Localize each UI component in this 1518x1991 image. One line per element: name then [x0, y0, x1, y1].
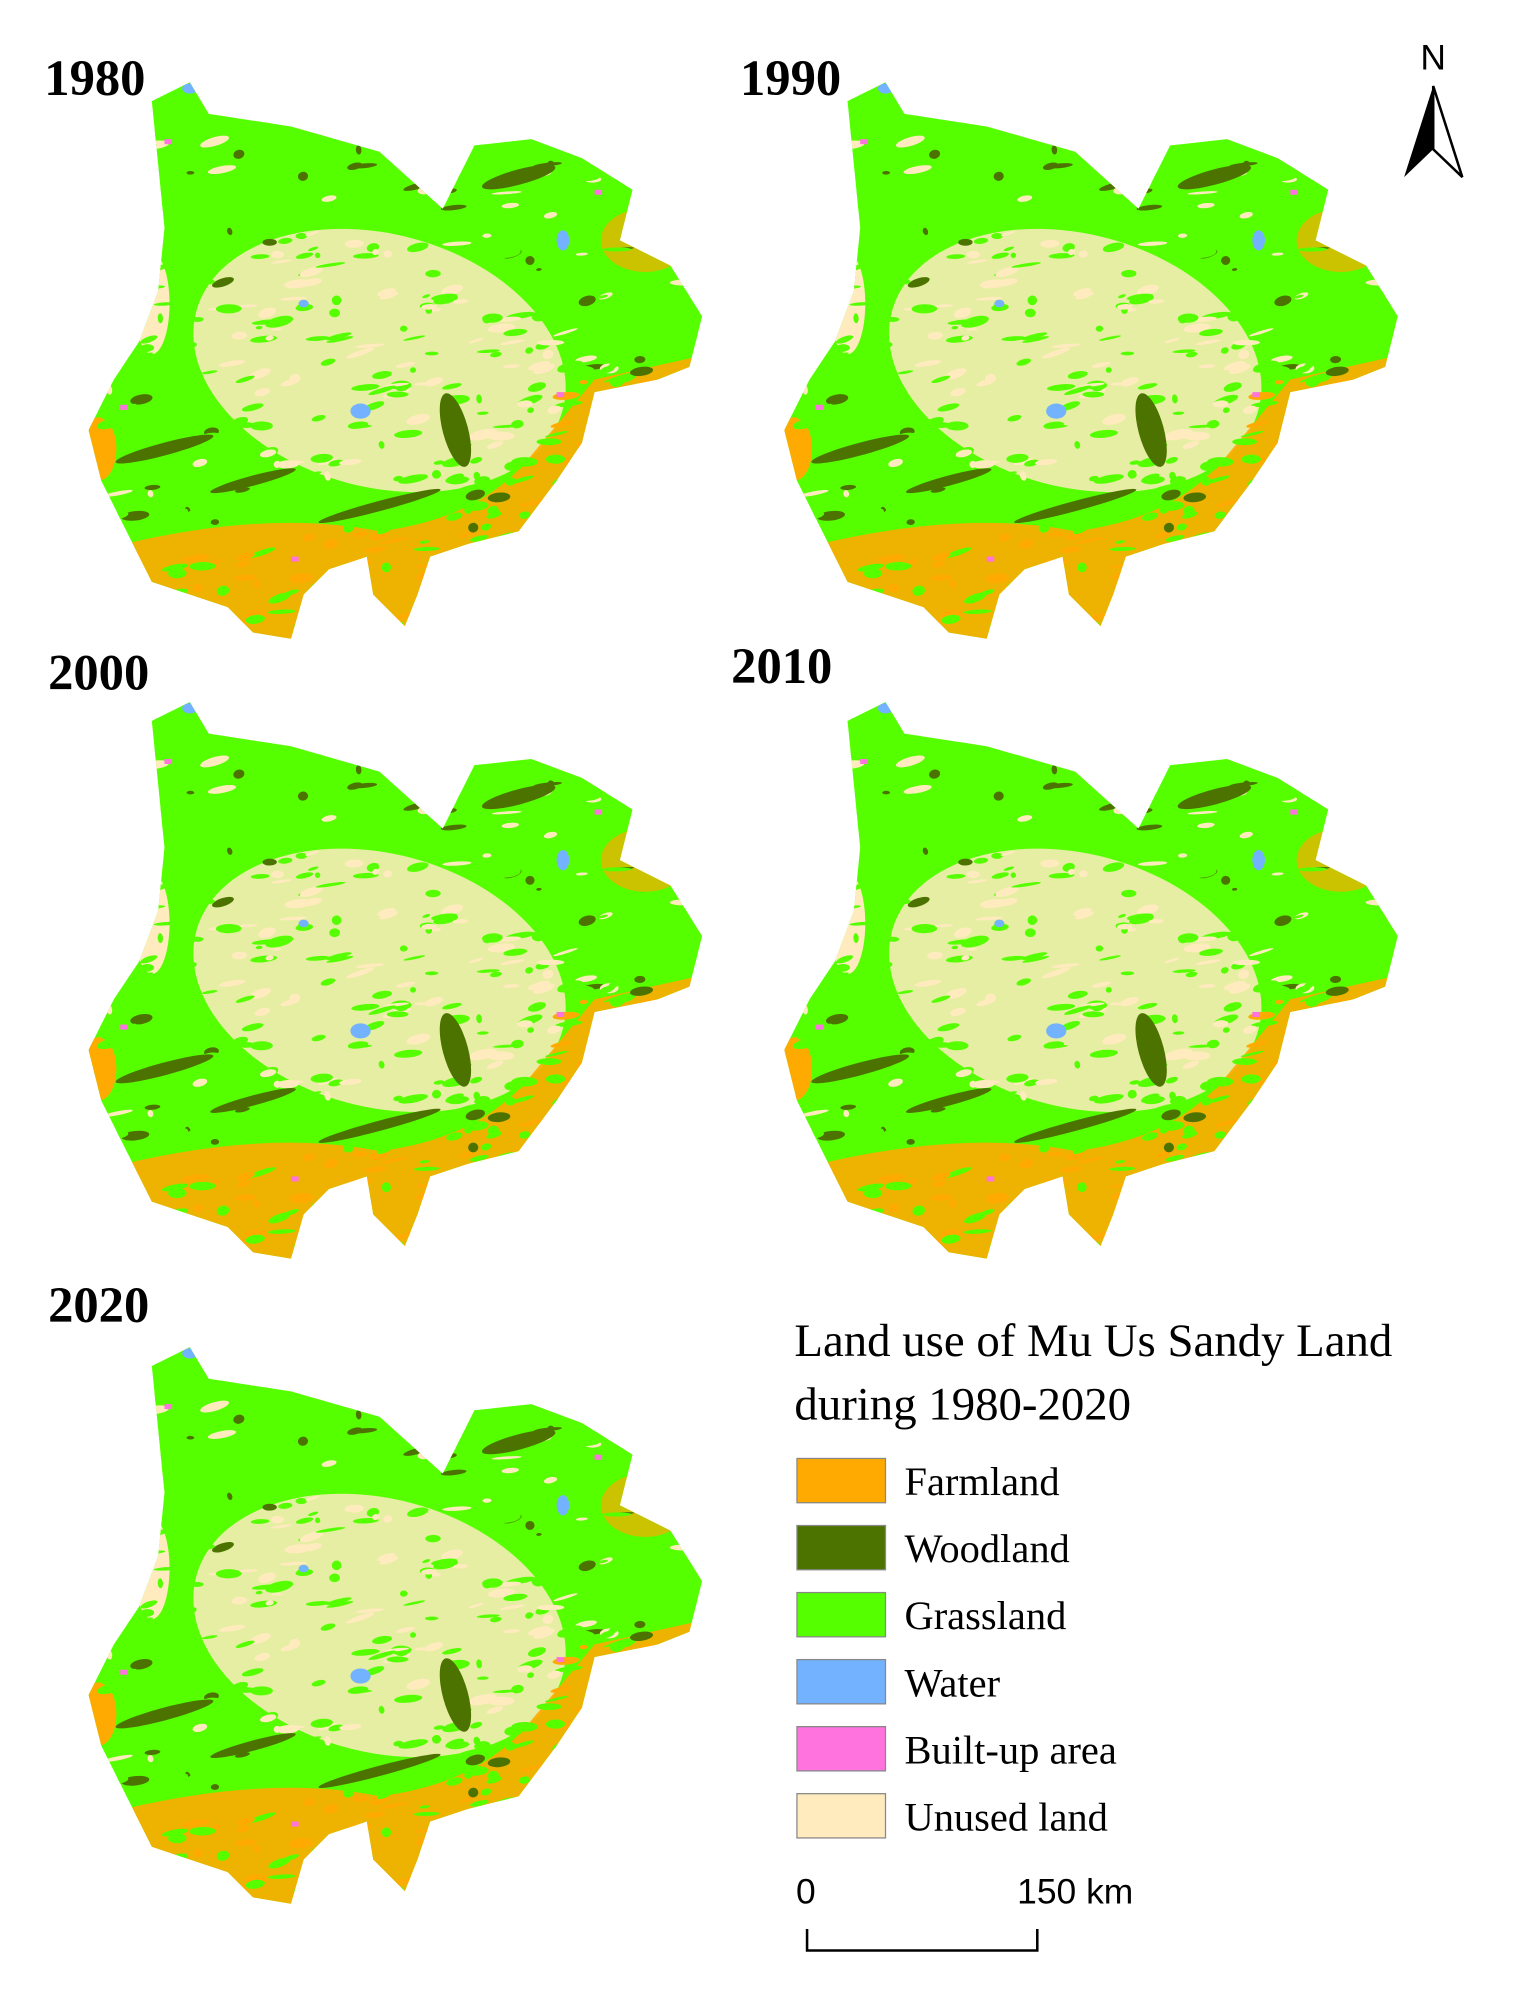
- legend-label: Built-up area: [904, 1727, 1116, 1772]
- map-panel: 1990: [740, 50, 1429, 658]
- scale-line: [805, 1929, 1039, 1952]
- north-arrow-left: [1404, 86, 1434, 178]
- legend-swatch: [796, 1524, 887, 1571]
- map-panel: 2000: [48, 644, 734, 1277]
- legend-label: Water: [904, 1660, 1000, 1705]
- map-panel: 2020: [48, 1277, 734, 1923]
- legend-title: during 1980-2020: [794, 1378, 1131, 1430]
- land-use-map: [772, 63, 1430, 658]
- land-use-map: [76, 63, 734, 658]
- legend-title: Land use of Mu Us Sandy Land: [794, 1315, 1392, 1367]
- year-label: 2010: [731, 638, 832, 694]
- north-label: N: [1420, 38, 1446, 78]
- scale-label: 150 km: [1017, 1872, 1133, 1912]
- legend-swatch: [796, 1793, 887, 1839]
- scale-label: 0: [796, 1872, 816, 1912]
- legend-label: Unused land: [904, 1794, 1107, 1839]
- legend-swatch: [796, 1658, 887, 1705]
- land-use-map: [772, 683, 1430, 1278]
- north-arrow-right: [1431, 85, 1464, 179]
- map-panel: 1980: [44, 50, 733, 658]
- year-label: 2000: [48, 644, 149, 700]
- legend: Land use of Mu Us Sandy Land during 1980…: [794, 1315, 1392, 1839]
- legend-swatch: [796, 1457, 887, 1504]
- year-label: 2020: [48, 1277, 149, 1333]
- legend-label: Woodland: [904, 1526, 1069, 1571]
- map-panels: 1980 1990 2000 2010 2020: [44, 50, 1429, 1923]
- land-use-map: [76, 1328, 734, 1923]
- legend-label: Grassland: [904, 1593, 1066, 1638]
- legend-swatch: [796, 1591, 887, 1638]
- year-label: 1990: [740, 50, 841, 106]
- map-panel: 2010: [731, 638, 1429, 1278]
- year-label: 1980: [44, 50, 145, 106]
- legend-label: Farmland: [904, 1459, 1059, 1504]
- north-arrow: N: [1404, 38, 1464, 179]
- legend-swatch: [796, 1725, 887, 1772]
- land-use-map: [76, 683, 734, 1278]
- scale-bar: 0 150 km: [796, 1872, 1133, 1952]
